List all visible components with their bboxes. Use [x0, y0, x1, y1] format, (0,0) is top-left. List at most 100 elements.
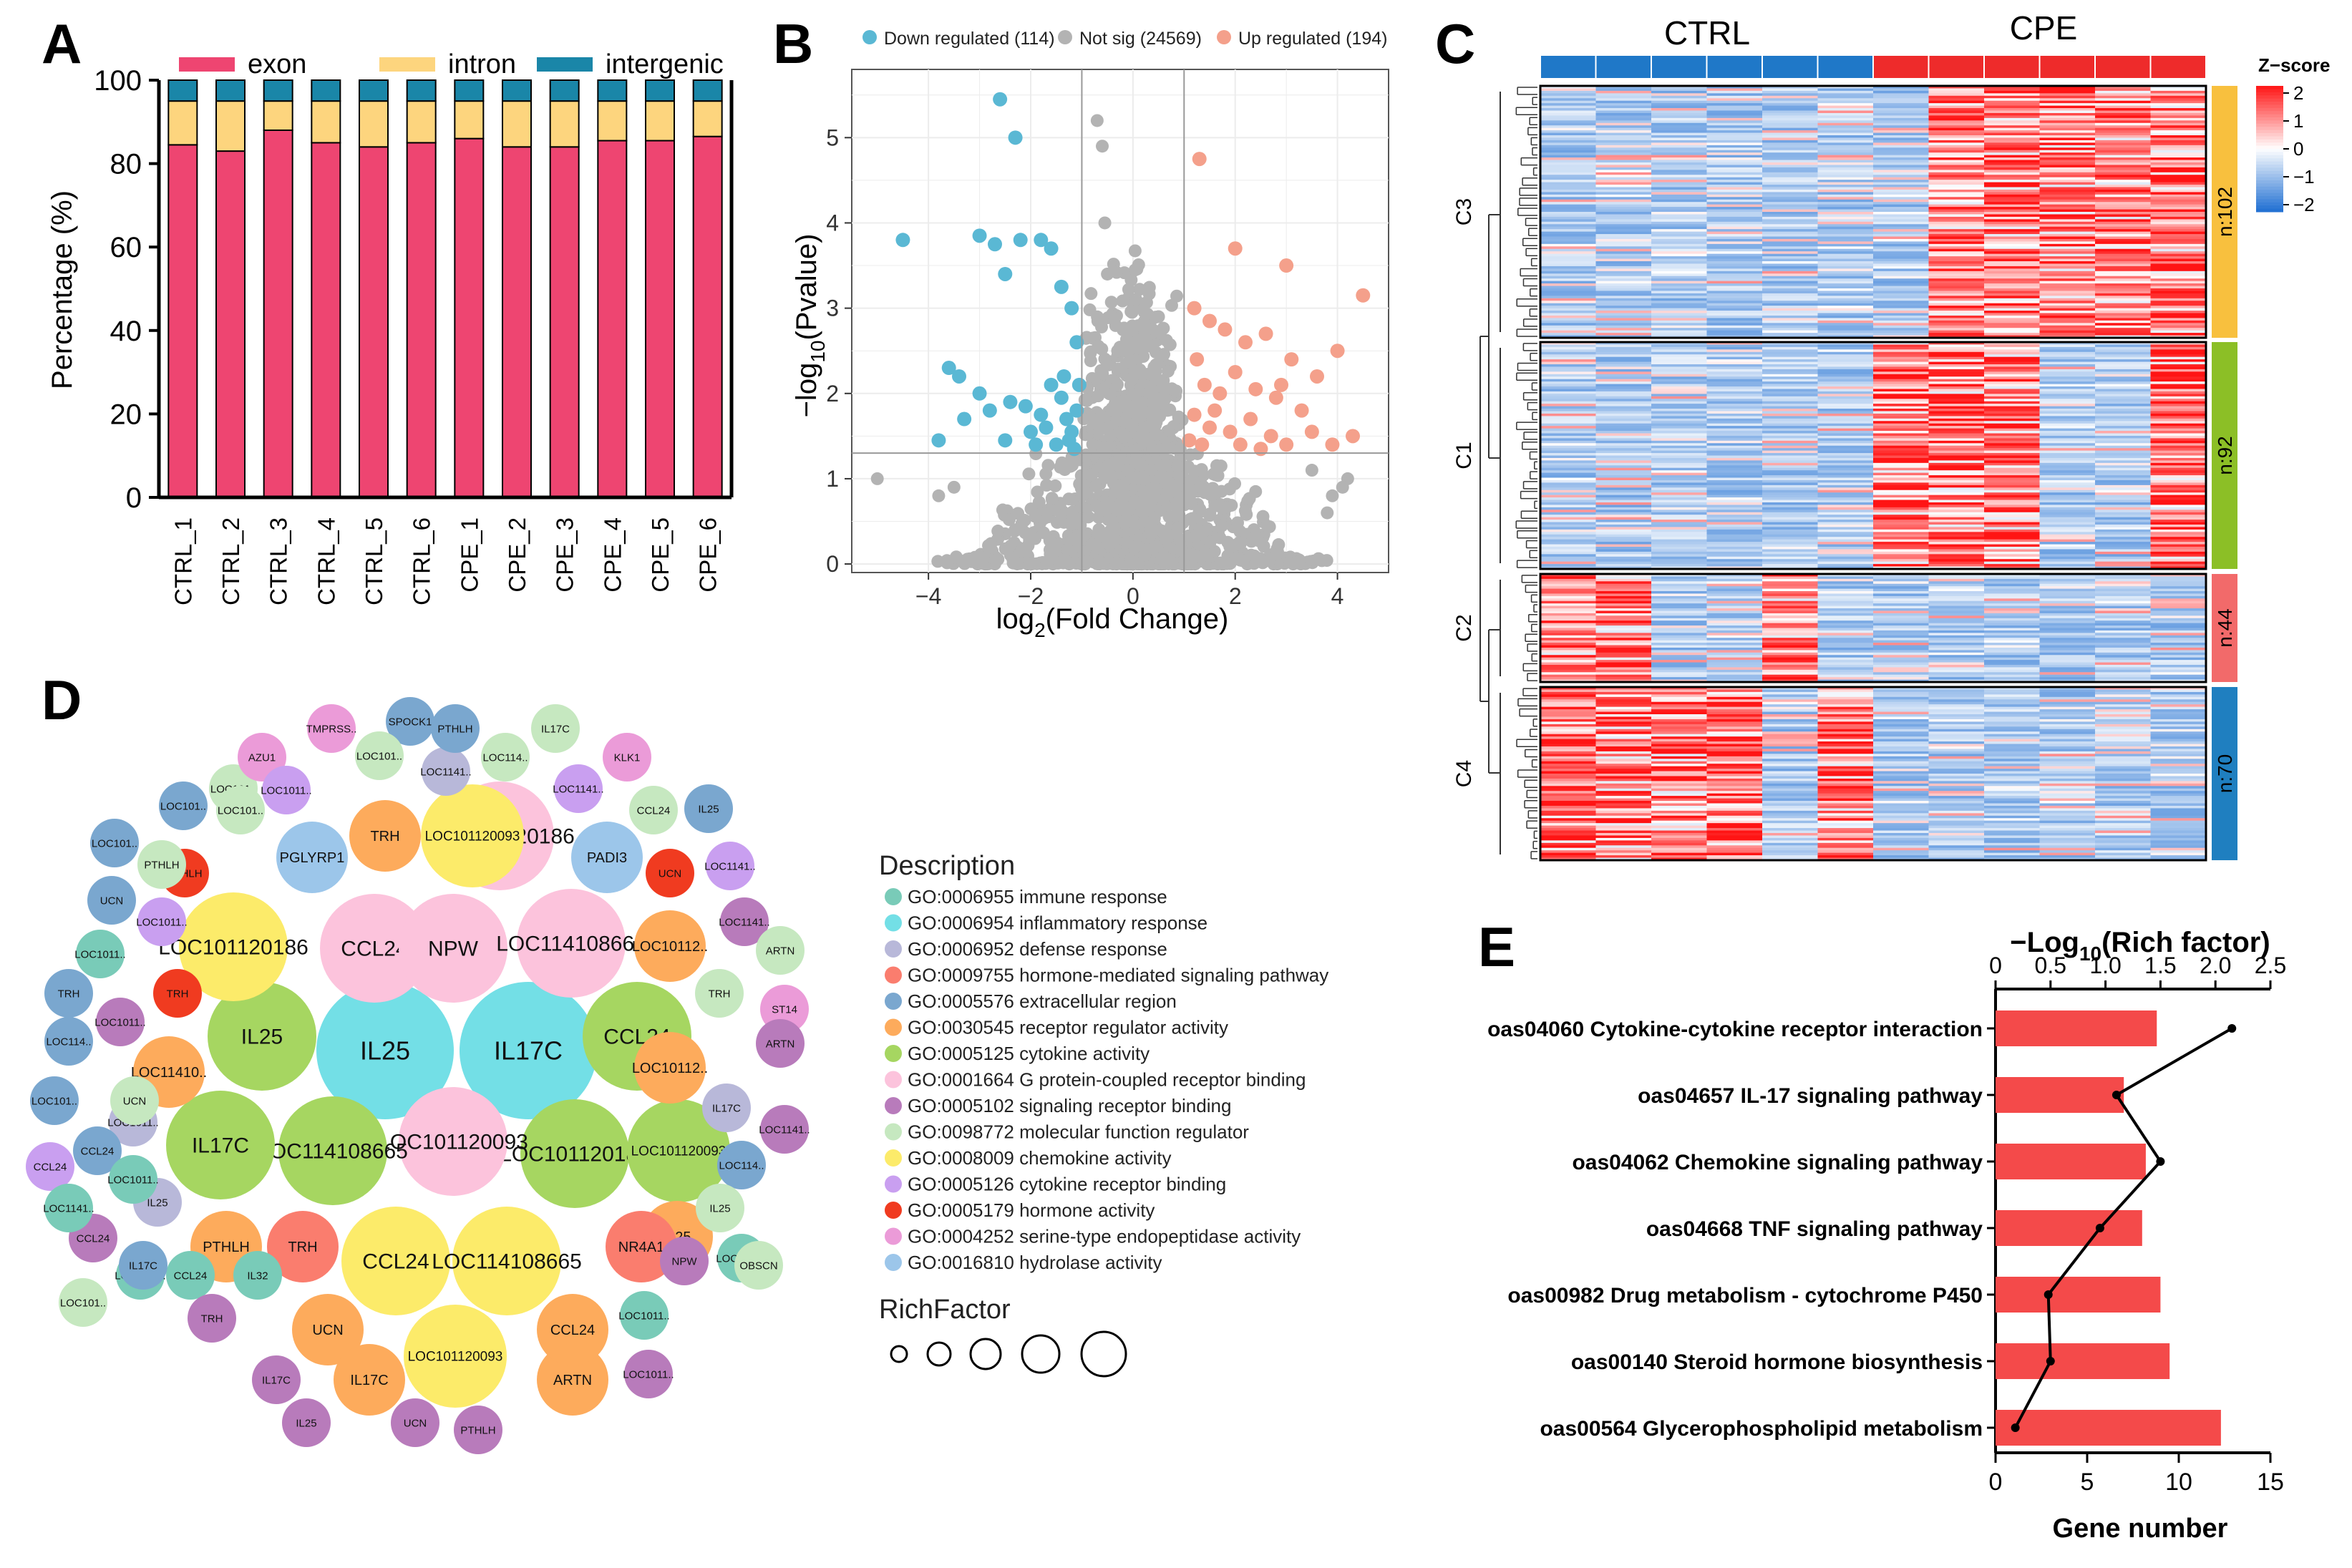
heatmap-cell — [2150, 258, 2207, 262]
heatmap-cell — [1595, 438, 1652, 442]
heatmap-cell — [1762, 315, 1818, 318]
heatmap-cell — [1651, 361, 1707, 365]
heatmap-cell — [1928, 189, 1985, 193]
heatmap-cell — [1706, 635, 1763, 638]
heatmap-cell — [2039, 583, 2096, 587]
heatmap-cell — [1928, 130, 1985, 134]
heatmap-cell — [2039, 303, 2096, 306]
legend-label: exon — [248, 49, 306, 79]
heatmap-cell — [1762, 351, 1818, 355]
not-sig-point — [1091, 541, 1104, 555]
heatmap-cell — [1762, 374, 1818, 377]
heatmap-cell — [1873, 638, 1929, 641]
heatmap-cell — [1651, 150, 1707, 153]
heatmap-cell — [1540, 152, 1596, 156]
heatmap-cell — [1651, 396, 1707, 399]
heatmap-cell — [2095, 664, 2151, 668]
heatmap-cell — [1540, 440, 1596, 444]
heatmap-cell — [2095, 462, 2151, 466]
heatmap-cell — [1817, 303, 1874, 306]
heatmap-cell — [1651, 251, 1707, 255]
heatmap-cell — [1873, 231, 1929, 235]
heatmap-cell — [1651, 182, 1707, 185]
not-sig-point — [1161, 364, 1175, 378]
heatmap-cell — [1540, 366, 1596, 370]
heatmap-cell — [1651, 253, 1707, 257]
heatmap-cell — [1817, 497, 1874, 501]
panel-a-ylabel: Percentage (%) — [47, 190, 78, 389]
heatmap-cell — [1762, 628, 1818, 631]
heatmap-cell — [1928, 263, 1985, 267]
heatmap-cell — [1817, 524, 1874, 527]
not-sig-point — [1171, 459, 1185, 473]
heatmap-cell — [1928, 108, 1985, 112]
heatmap-cell — [2150, 224, 2207, 228]
heatmap-cell — [2095, 142, 2151, 146]
heatmap-cell — [1651, 369, 1707, 372]
up-regulated-point — [1213, 386, 1228, 401]
heatmap-cell — [1651, 643, 1707, 646]
heatmap-cell — [1817, 369, 1874, 372]
cluster-count: n:44 — [2214, 608, 2236, 648]
heatmap-cell — [2039, 224, 2096, 228]
heatmap-cell — [1984, 108, 2040, 112]
heatmap-cell — [2039, 672, 2096, 676]
heatmap-cell — [1651, 711, 1707, 715]
heatmap-cell — [1984, 226, 2040, 230]
heatmap-cell — [1928, 268, 1985, 272]
heatmap-cell — [1651, 389, 1707, 392]
heatmap-cell — [2095, 443, 2151, 447]
heatmap-cell — [1762, 100, 1818, 104]
heatmap-cell — [1762, 221, 1818, 225]
heatmap-cell — [2150, 132, 2207, 136]
heatmap-cell — [2095, 185, 2151, 188]
heatmap-cell — [1928, 537, 1985, 540]
heatmap-cell — [2150, 189, 2207, 193]
heatmap-cell — [1817, 438, 1874, 442]
heatmap-cell — [1540, 507, 1596, 510]
heatmap-cell — [1873, 308, 1929, 311]
heatmap-cell — [2150, 157, 2207, 161]
heatmap-cell — [1873, 273, 1929, 277]
heatmap-cell — [2150, 435, 2207, 439]
heatmap-cell — [1762, 261, 1818, 264]
heatmap-cell — [1651, 120, 1707, 124]
heatmap-cell — [1540, 546, 1596, 550]
heatmap-cell — [1595, 283, 1652, 287]
heatmap-cell — [2039, 323, 2096, 326]
heatmap-cell — [1595, 581, 1652, 585]
heatmap-cell — [1762, 416, 1818, 419]
heatmap-cell — [2039, 142, 2096, 146]
heatmap-cell — [1873, 333, 1929, 336]
heatmap-cell — [1762, 110, 1818, 114]
heatmap-cell — [2095, 112, 2151, 116]
heatmap-cell — [1873, 657, 1929, 661]
heatmap-cell — [1651, 103, 1707, 107]
heatmap-cell — [1873, 460, 1929, 464]
heatmap-cell — [1984, 546, 2040, 550]
heatmap-cell — [1762, 655, 1818, 658]
heatmap-cell — [2095, 229, 2151, 233]
heatmap-cell — [1984, 117, 2040, 121]
heatmap-cell — [1984, 296, 2040, 299]
heatmap-cell — [1540, 273, 1596, 277]
heatmap-cell — [2039, 591, 2096, 594]
heatmap-cell — [1928, 354, 1985, 358]
heatmap-cell — [1762, 120, 1818, 124]
heatmap-cell — [1706, 351, 1763, 355]
heatmap-cell — [1817, 323, 1874, 326]
heatmap-cell — [1540, 645, 1596, 648]
heatmap-cell — [1595, 643, 1652, 646]
heatmap-cell — [1706, 207, 1763, 210]
heatmap-cell — [2150, 204, 2207, 208]
heatmap-cell — [1651, 460, 1707, 464]
heatmap-cell — [1873, 325, 1929, 328]
heatmap-cell — [1873, 122, 1929, 126]
heatmap-cell — [1873, 645, 1929, 648]
heatmap-cell — [1762, 177, 1818, 180]
heatmap-cell — [1651, 484, 1707, 488]
heatmap-cell — [1595, 140, 1652, 143]
heatmap-cell — [1984, 581, 2040, 585]
heatmap-cell — [1762, 160, 1818, 163]
heatmap-cell — [1873, 455, 1929, 459]
